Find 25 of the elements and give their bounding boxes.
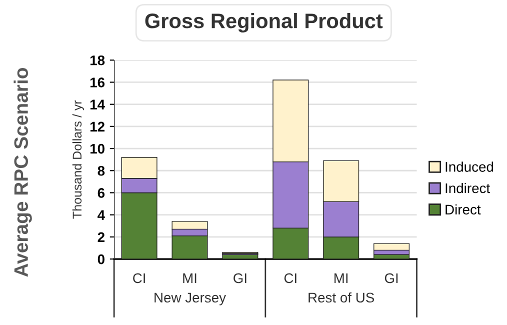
legend-label: Indirect — [446, 182, 490, 194]
y-tick-label: 2 — [98, 232, 104, 242]
y-tick-label: 14 — [90, 100, 105, 110]
y-tick-label: 8 — [98, 166, 105, 176]
x-tick-label: MI — [334, 273, 348, 283]
legend-label: Induced — [446, 162, 494, 172]
y-tick-label: 4 — [98, 210, 105, 220]
x-tick-label: CI — [284, 273, 296, 284]
text: Rest of US — [308, 292, 374, 303]
x-tick-label: CI — [133, 273, 145, 284]
text: New Jersey — [154, 292, 226, 306]
y-tick-label: 12 — [90, 122, 104, 132]
x-tick-label: GI — [384, 273, 398, 284]
text: Average RPC Scenario — [14, 68, 32, 277]
y-axis-title: Thousand Dollars / yr — [72, 100, 84, 219]
bar — [374, 243, 410, 251]
y-tick-label: 0 — [98, 254, 104, 264]
y-tick-label: 16 — [90, 78, 105, 88]
x-tick-label: GI — [234, 273, 246, 284]
chart-title: Gross Regional Product — [145, 12, 383, 33]
y-tick-label: 6 — [98, 188, 105, 198]
y-tick-label: 18 — [90, 55, 105, 66]
legend-label: Direct — [446, 204, 481, 215]
y-tick-label: 10 — [90, 144, 104, 154]
x-tick-label: MI — [183, 273, 196, 283]
